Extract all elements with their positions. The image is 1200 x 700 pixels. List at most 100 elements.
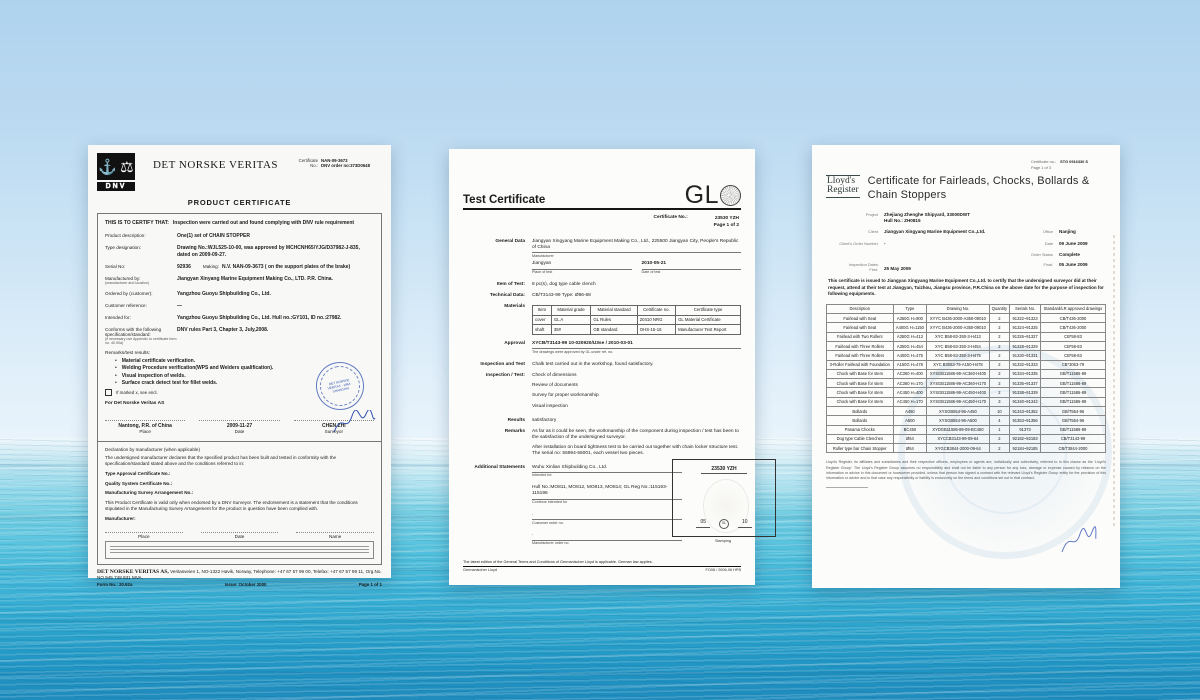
table-row: Bollards A500 XYSGB554-96-A500 4 91353~9135… bbox=[826, 415, 1107, 426]
office-value: Nanjing bbox=[1059, 229, 1076, 235]
table-row: Dog type Cable Clenches Ø64 XYCCB3143-99-0… bbox=[826, 433, 1107, 445]
table-row: Fairlead with Three Rollers A400G H=475 XY… bbox=[826, 350, 1107, 361]
additional-entries: Wuhu Xinlian Shipbuilding Co., Ltd. Inte… bbox=[532, 465, 682, 546]
equipment-header-cell: Drawing No. bbox=[926, 303, 990, 315]
table-row: Chock with Base for stem AC450 H=170 XYSGB… bbox=[826, 396, 1107, 408]
certificate-number-block: Certificate No.: 23530 YZH Page 1 of 2 bbox=[465, 215, 739, 229]
results-row: Results satisfactory bbox=[507, 418, 557, 424]
table-row: Fairlead with Three Rollers A350G H=454 XY… bbox=[826, 340, 1107, 352]
additional-entry: Hull No.:MO811, MO812, MO813, MO814; GL … bbox=[532, 485, 682, 505]
materials-header-row: Item Material grade Material standard Certi… bbox=[532, 304, 741, 316]
order-number: DNV order no:373D0648 bbox=[321, 163, 370, 168]
page-indicator: Page 1 of 2 bbox=[713, 223, 739, 229]
gl-seal-icon bbox=[720, 185, 741, 207]
materials-header-cell: Certificate no. bbox=[636, 304, 677, 316]
footer-company: Germanischer Lloyd bbox=[463, 568, 497, 572]
manufacturer-value: Jiangyan Xingyang Marine Equipment Makin… bbox=[532, 239, 741, 254]
table-row: Bollards A450 XYSGB554-96-A450 10 91343~913… bbox=[826, 405, 1107, 417]
remarks-label: Remarks/test results: bbox=[105, 350, 151, 356]
equipment-header-cell: Standard/LR approved drawings bbox=[1039, 303, 1107, 315]
materials-row: cover GL A GL Rules 20410 NRG GL Material Ce… bbox=[532, 314, 741, 326]
lloyds-register-certificate: Certificate no.: STG 0916330 S Page 1 of … bbox=[812, 145, 1120, 588]
field-row: Type designation: Drawing No.:WJL525-10-… bbox=[105, 244, 360, 258]
final-inspection-date: 05 June 2009 bbox=[1059, 262, 1088, 268]
equipment-header-cell: Quantity bbox=[988, 303, 1011, 315]
remarks-row: Remarks As far as it could be seen, the … bbox=[463, 429, 741, 460]
stamping-caption: Stamping bbox=[714, 538, 732, 543]
check-item: Survey for proper workmanship bbox=[532, 393, 599, 399]
field-row: Manufactured by: (manufacturer and locati… bbox=[105, 276, 333, 285]
table-row: Panama Chocks BC450 XYDGB11586-89-09-BC450… bbox=[826, 424, 1107, 435]
place-of-test: Jiangyan bbox=[532, 261, 632, 270]
certificate-number-label: Certificate No.: bbox=[298, 158, 318, 168]
edge-marking bbox=[1113, 235, 1115, 528]
materials-row: shaft 35# GB standard OHS-15-16 Manufacturer… bbox=[532, 324, 741, 335]
hull-number: Hull No.: ZH0815 bbox=[884, 217, 921, 223]
divider bbox=[98, 440, 381, 442]
checkbox bbox=[105, 389, 112, 397]
equipment-header-cell: Description bbox=[826, 303, 894, 315]
manufacturer-caption: Manufacturer bbox=[532, 253, 554, 258]
footer-reference: FO08 / 2006-06 HPB bbox=[705, 568, 741, 572]
materials-header-cell: Item bbox=[532, 304, 552, 316]
materials-header-cell: Certificate type bbox=[675, 304, 741, 316]
dnv-footer: DET NORSKE VERITAS AS, Veritasveien 1, N… bbox=[97, 565, 382, 587]
certify-statement: THIS IS TO CERTIFY THAT: Inspection were … bbox=[105, 219, 355, 226]
materials-header-cell: Material grade bbox=[550, 304, 592, 316]
declaration-items: Type Approval Certificate No.: Quality Sy… bbox=[105, 471, 374, 497]
gl-footer: The latest edition of the General Terms … bbox=[463, 560, 741, 572]
certificate-number-block: Certificate No.: NAN-09-3673 DNV order n… bbox=[296, 153, 382, 168]
first-inspection-date: 25 May 2009 bbox=[884, 265, 911, 271]
approval-value: XYCB/T3143-99 10-020920/U3se / 2010-03-0… bbox=[532, 341, 741, 350]
gl-logo-wordmark: GL bbox=[684, 181, 719, 209]
table-row: Fairlead with Seat A400G H=1150 XYYC B436-… bbox=[826, 322, 1107, 333]
for-line: For Det Norske Veritas AS bbox=[105, 401, 165, 407]
footer-company: DET NORSKE VERITAS AS, bbox=[97, 568, 169, 575]
certificate-title: Certificate for Fairleads, Chocks, Bolla… bbox=[867, 175, 1090, 201]
equipment-body: Fairlead with Seat A350G H=900 XYYC B436-2… bbox=[826, 313, 1107, 454]
anchor-icon: ⚓ bbox=[98, 158, 118, 176]
certificate-number-block: Certificate no.: STG 0916330 S Page 1 of … bbox=[1031, 159, 1088, 171]
additional-entry: . Customer order no. bbox=[532, 512, 682, 526]
field-row: Ordered by (customer): Yangzhou Guoyu Sh… bbox=[105, 290, 271, 297]
declaration-item: Type Approval Certificate No.: bbox=[105, 470, 171, 476]
approval-row: Approval XYCB/T3143-99 10-020920/U3se / … bbox=[463, 341, 741, 358]
gl-logo: GL bbox=[684, 181, 741, 209]
date-value: 09 June 2009 bbox=[1059, 240, 1088, 246]
embossed-seal bbox=[703, 479, 749, 533]
check-item: Visual inspection bbox=[532, 403, 568, 409]
gl-header: Test Certificate GL bbox=[463, 181, 741, 211]
surveyor-signature bbox=[333, 409, 376, 432]
field-row: Product description: One(1) set of CHAIN… bbox=[105, 232, 250, 239]
terms-line: The latest edition of the General Terms … bbox=[463, 560, 741, 567]
field-row: Intended for: Yangzhou Guoyu Shipbuildin… bbox=[105, 315, 342, 321]
materials-row: Materials Item Material grade Material sta… bbox=[463, 304, 741, 337]
org-name: DET NORSKE VERITAS bbox=[152, 159, 279, 171]
dnv-header: ⚓ ⚖ DNV DET NORSKE VERITAS Certificate No… bbox=[97, 153, 382, 191]
additional-statements-row: Additional Statements Wuhu Xinlian Shipb… bbox=[463, 458, 776, 553]
remark-item: Material certificate verification. bbox=[115, 358, 374, 364]
legal-disclaimer: Lloyd's Register, its affiliates and sub… bbox=[826, 460, 1106, 480]
remarks-paragraphs: As far as it could be seen, the workmans… bbox=[532, 429, 741, 460]
item-of-test-row: Item of Test: 8 pc(s), dog type cable cl… bbox=[496, 282, 596, 288]
form-reference bbox=[826, 486, 868, 488]
lr-fields: Project Zhejiang Zhenghe Shipyard, 33000… bbox=[839, 211, 1088, 273]
issue-statement: This certificate is issued to Jiangyan X… bbox=[828, 278, 1104, 297]
field-row: Customer reference: — bbox=[105, 302, 182, 309]
lr-header: Lloyd's Register Certificate for Fairlea… bbox=[826, 175, 1106, 203]
certificate-number: 23530 YZH bbox=[714, 216, 739, 222]
remark-paragraph: After installation on board tightness te… bbox=[532, 444, 739, 456]
table-row: Chock with Base for stem AC360 H=400 XYSGB… bbox=[826, 368, 1107, 380]
footer-address: Veritasveien 1, NO-1322 Høvik, Norway, T… bbox=[97, 568, 382, 580]
page-indicator: Page 1 of 3 bbox=[1031, 164, 1051, 170]
table-row: Chock with Base for stem AC360 H=170 XYSGB… bbox=[826, 378, 1107, 389]
field-row: Serial No: 92936 Making: N.V. NAN-09-3673 … bbox=[105, 263, 351, 270]
equipment-header-cell: Type bbox=[892, 303, 928, 315]
stamp-certificate-number: 23530 YZH bbox=[701, 466, 747, 475]
certificate-number-label: Certificate No.: bbox=[653, 215, 688, 221]
certificate-title: Test Certificate bbox=[463, 194, 546, 207]
certificate-title: PRODUCT CERTIFICATE bbox=[187, 197, 292, 207]
table-row: Fairlead with Two Rollers A350G H=413 XYC … bbox=[826, 331, 1107, 342]
footer-page: Page 1 of 1 bbox=[358, 581, 382, 587]
lloyds-register-logo: Lloyd's Register bbox=[826, 175, 860, 199]
